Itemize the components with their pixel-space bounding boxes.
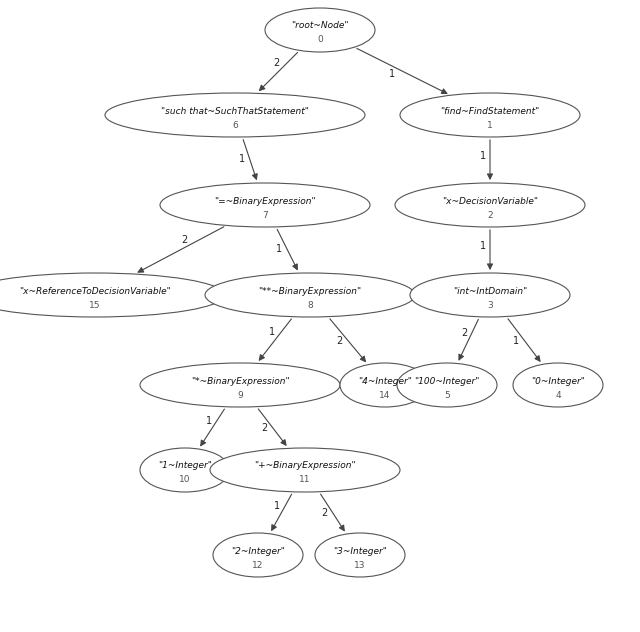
Text: 3: 3 [487,300,493,310]
Text: 6: 6 [232,121,238,130]
Text: "=~BinaryExpression": "=~BinaryExpression" [214,197,316,205]
Text: "x~ReferenceToDecisionVariable": "x~ReferenceToDecisionVariable" [19,286,171,296]
Ellipse shape [205,273,415,317]
Ellipse shape [315,533,405,577]
Ellipse shape [397,363,497,407]
Text: 10: 10 [179,475,191,485]
Text: 1: 1 [239,154,245,164]
Ellipse shape [140,363,340,407]
Text: 1: 1 [487,121,493,130]
Text: "int~IntDomain": "int~IntDomain" [453,286,527,296]
Ellipse shape [513,363,603,407]
Text: "**~BinaryExpression": "**~BinaryExpression" [259,286,362,296]
Text: "0~Integer": "0~Integer" [531,377,585,386]
Text: 1: 1 [480,241,486,252]
Text: 15: 15 [89,300,100,310]
Text: 13: 13 [355,561,365,569]
Text: 4: 4 [555,391,561,399]
Text: 11: 11 [300,475,311,485]
Ellipse shape [140,448,230,492]
Text: 14: 14 [380,391,390,399]
Text: 8: 8 [307,300,313,310]
Text: 2: 2 [487,210,493,219]
Text: 1: 1 [274,501,280,511]
Text: 0: 0 [317,35,323,44]
Text: 7: 7 [262,210,268,219]
Text: 1: 1 [205,416,212,426]
Text: "such that~SuchThatStatement": "such that~SuchThatStatement" [161,107,309,116]
Text: 9: 9 [237,391,243,399]
Ellipse shape [410,273,570,317]
Text: 2: 2 [273,59,280,68]
Text: "3~Integer": "3~Integer" [333,547,387,556]
Text: 1: 1 [269,327,275,337]
Ellipse shape [340,363,430,407]
Text: 1: 1 [388,69,395,78]
Text: 1: 1 [276,245,282,255]
Ellipse shape [400,93,580,137]
Text: 1: 1 [480,151,486,161]
Text: "*~BinaryExpression": "*~BinaryExpression" [191,377,289,386]
Ellipse shape [213,533,303,577]
Ellipse shape [210,448,400,492]
Text: 1: 1 [513,336,519,346]
Text: "1~Integer": "1~Integer" [158,461,212,470]
Text: 2: 2 [337,336,342,346]
Ellipse shape [160,183,370,227]
Text: 2: 2 [181,234,188,245]
Text: "find~FindStatement": "find~FindStatement" [440,107,540,116]
Text: "root~Node": "root~Node" [291,21,349,30]
Text: 5: 5 [444,391,450,399]
Ellipse shape [105,93,365,137]
Text: "4~Integer": "4~Integer" [358,377,412,386]
Text: "100~Integer": "100~Integer" [414,377,480,386]
Text: 2: 2 [261,423,268,434]
Ellipse shape [265,8,375,52]
Text: 12: 12 [252,561,264,569]
Ellipse shape [0,273,225,317]
Text: 2: 2 [461,329,467,338]
Ellipse shape [395,183,585,227]
Text: 2: 2 [321,508,328,518]
Text: "2~Integer": "2~Integer" [231,547,285,556]
Text: "x~DecisionVariable": "x~DecisionVariable" [442,197,538,205]
Text: "+~BinaryExpression": "+~BinaryExpression" [254,461,356,470]
